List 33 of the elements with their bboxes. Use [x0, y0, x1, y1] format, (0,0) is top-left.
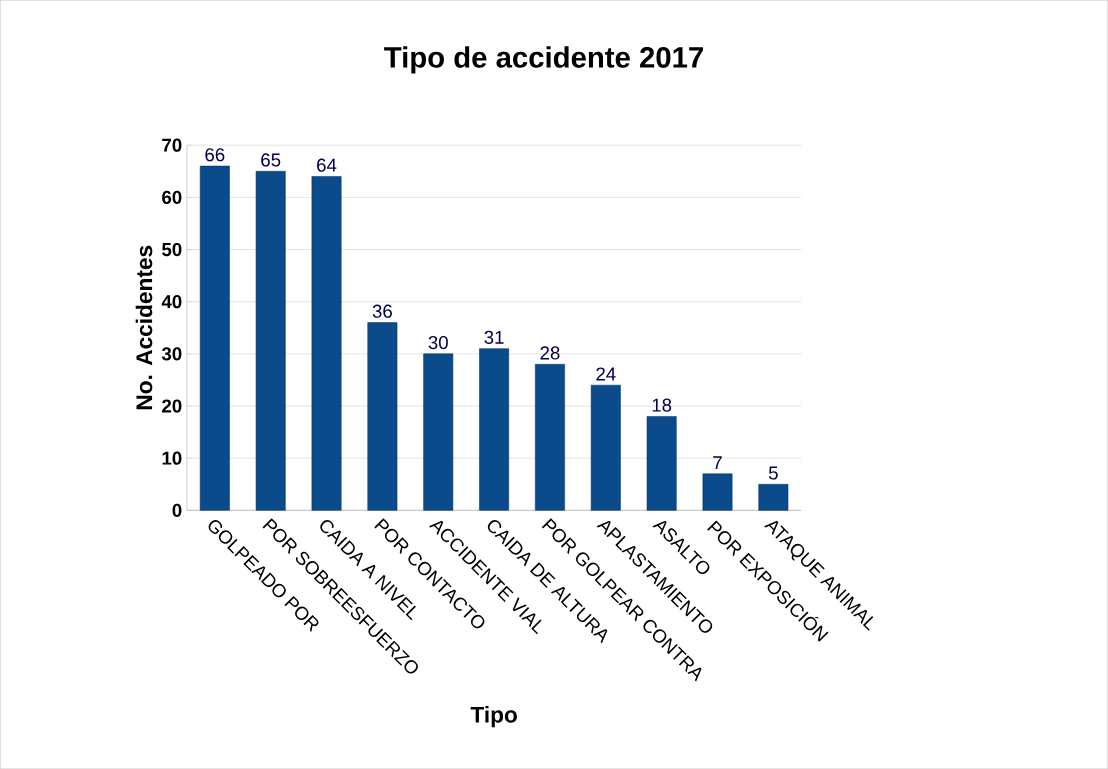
bar [199, 165, 230, 511]
data-label: 65 [261, 153, 281, 167]
bar [758, 483, 789, 511]
data-label: 24 [596, 367, 616, 381]
data-label: 36 [372, 304, 392, 318]
y-tick-label: 0 [172, 503, 182, 517]
data-label: 5 [768, 466, 778, 480]
y-tick-label: 10 [162, 451, 182, 465]
y-tick-label: 20 [162, 399, 182, 413]
data-label: 66 [205, 148, 225, 162]
bar [590, 384, 621, 511]
bar [367, 322, 398, 511]
y-tick-label: 70 [162, 138, 182, 152]
x-axis-title: Tipo [470, 706, 517, 728]
y-tick-label: 60 [162, 190, 182, 204]
y-tick-label: 50 [162, 242, 182, 257]
data-label: 64 [317, 158, 337, 172]
bar [479, 348, 510, 511]
bar [311, 176, 342, 511]
data-label: 30 [428, 335, 448, 350]
bar [646, 416, 677, 511]
data-label: 7 [713, 456, 722, 470]
bar [255, 170, 286, 511]
chart-title: Tipo de accidente 2017 [384, 46, 703, 74]
y-axis-title: No. Accidentes [135, 245, 153, 410]
bar [535, 363, 565, 511]
data-label: 31 [484, 330, 504, 344]
y-tick-label: 40 [161, 294, 182, 309]
y-tick-label: 30 [161, 347, 182, 361]
bar [423, 353, 454, 511]
data-label: 18 [652, 398, 672, 412]
data-label: 28 [540, 346, 560, 360]
bar [702, 473, 733, 511]
